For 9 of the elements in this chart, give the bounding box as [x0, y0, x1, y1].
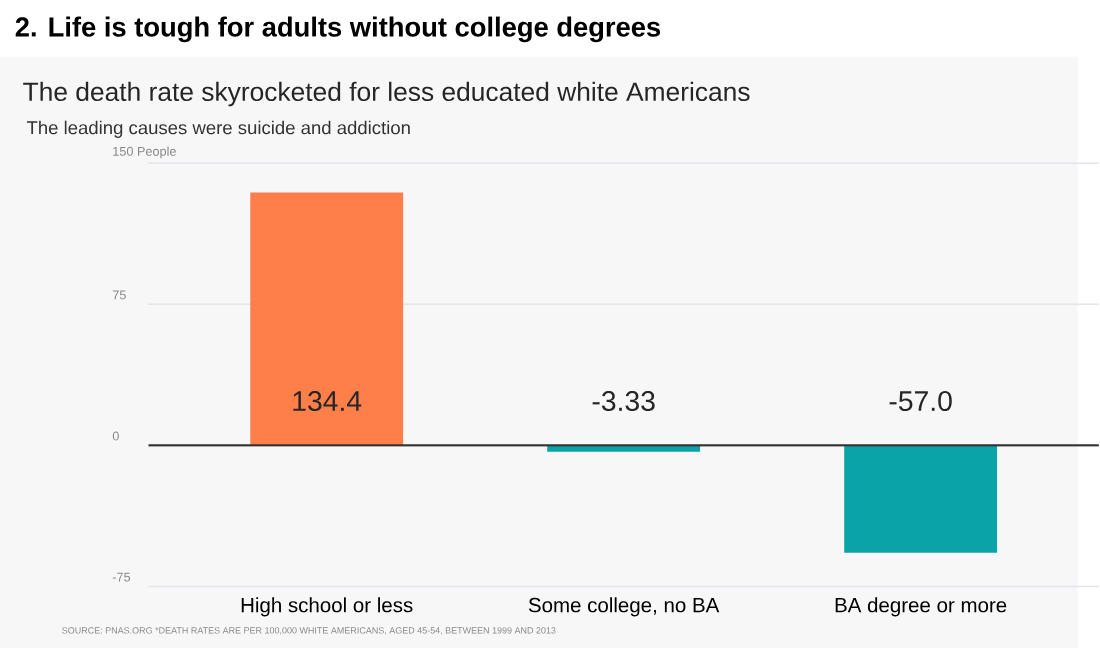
x-tick-label: High school or less: [241, 597, 413, 617]
data-label: 134.4: [293, 390, 362, 411]
x-tick-label: BA degree or more: [835, 597, 1007, 617]
data-label: -3.33: [592, 390, 655, 411]
chart-title: 2. Life is tough for adults without college degrees: [15, 16, 661, 42]
x-tick-label: Some college, no BA: [528, 597, 720, 617]
chart-subtitle: The death rate skyrocketed for less educated white Americans: [23, 81, 750, 107]
data-label: -57.0: [889, 390, 952, 411]
text: The leading causes were suicide and addiction: [26, 120, 410, 138]
